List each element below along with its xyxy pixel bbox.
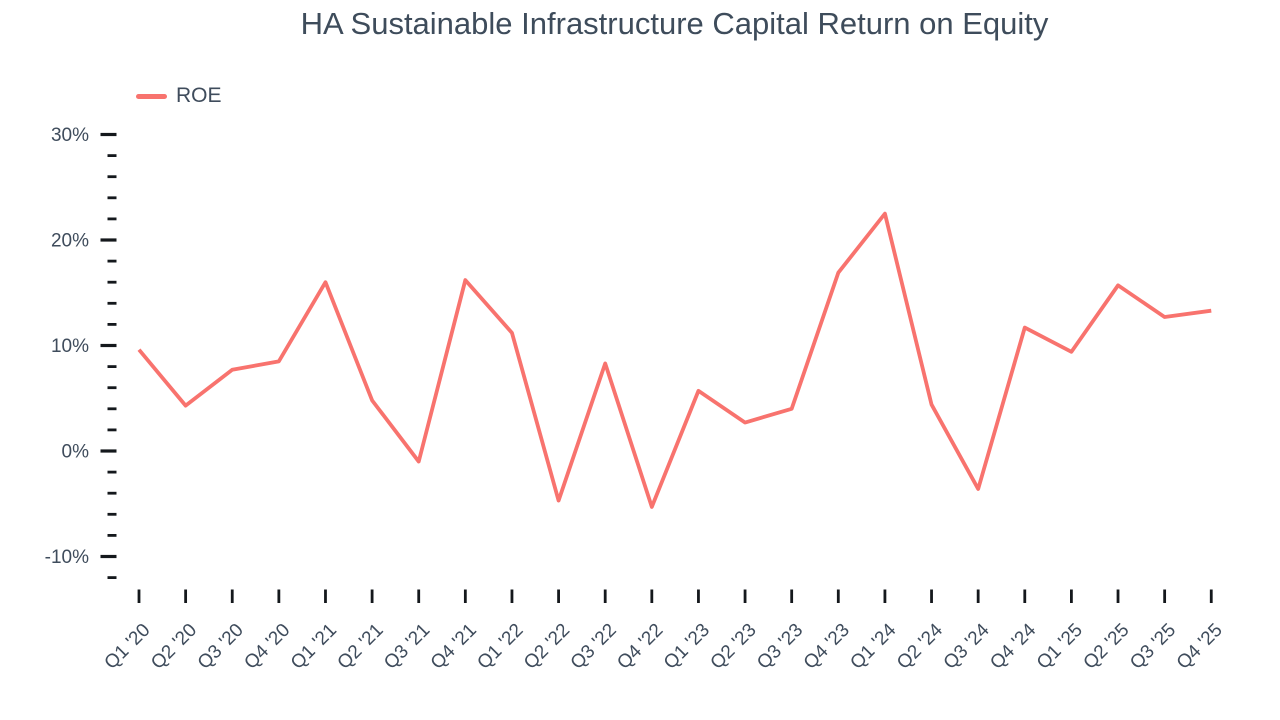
x-tick-label: Q3 '23 <box>753 620 807 674</box>
series-line-roe <box>137 211 1212 509</box>
chart-title: HA Sustainable Infrastructure Capital Re… <box>300 6 1049 41</box>
x-tick-label: Q1 '21 <box>287 620 341 674</box>
x-tick-label: Q2 '20 <box>147 620 201 674</box>
x-tick-label: Q3 '21 <box>380 620 434 674</box>
x-tick-label: Q4 '22 <box>613 620 667 674</box>
y-tick-label: 20% <box>51 231 89 252</box>
legend: ROE <box>136 84 222 108</box>
x-tick-label: Q4 '20 <box>240 620 294 674</box>
x-tick-label: Q1 '23 <box>660 620 714 674</box>
x-tick-label: Q1 '25 <box>1033 620 1087 674</box>
x-tick-label: Q3 '24 <box>940 619 994 673</box>
x-tick-label: Q2 '21 <box>334 620 388 674</box>
x-tick-label: Q4 '23 <box>800 620 854 674</box>
legend-label: ROE <box>176 84 222 107</box>
x-tick-label: Q2 '25 <box>1080 620 1134 674</box>
x-tick-label: Q3 '22 <box>567 620 621 674</box>
y-tick-label: 0% <box>62 442 90 463</box>
x-tick-label: Q3 '25 <box>1126 620 1180 674</box>
y-tick-label: -10% <box>45 547 89 568</box>
x-tick-label: Q2 '23 <box>707 620 761 674</box>
y-tick-label: 30% <box>51 125 89 146</box>
legend-line-swatch <box>136 93 167 99</box>
x-tick-label: Q1 '22 <box>473 620 527 674</box>
x-tick-label: Q1 '24 <box>846 619 900 673</box>
x-tick-label: Q1 '20 <box>101 620 155 674</box>
x-tick-label: Q4 '25 <box>1173 620 1227 674</box>
x-tick-label: Q2 '24 <box>893 619 947 673</box>
x-tick-label: Q3 '20 <box>194 620 248 674</box>
y-tick-label: 10% <box>51 336 89 357</box>
x-tick-label: Q2 '22 <box>520 620 574 674</box>
x-tick-label: Q4 '24 <box>986 619 1040 673</box>
x-tick-label: Q4 '21 <box>427 620 481 674</box>
